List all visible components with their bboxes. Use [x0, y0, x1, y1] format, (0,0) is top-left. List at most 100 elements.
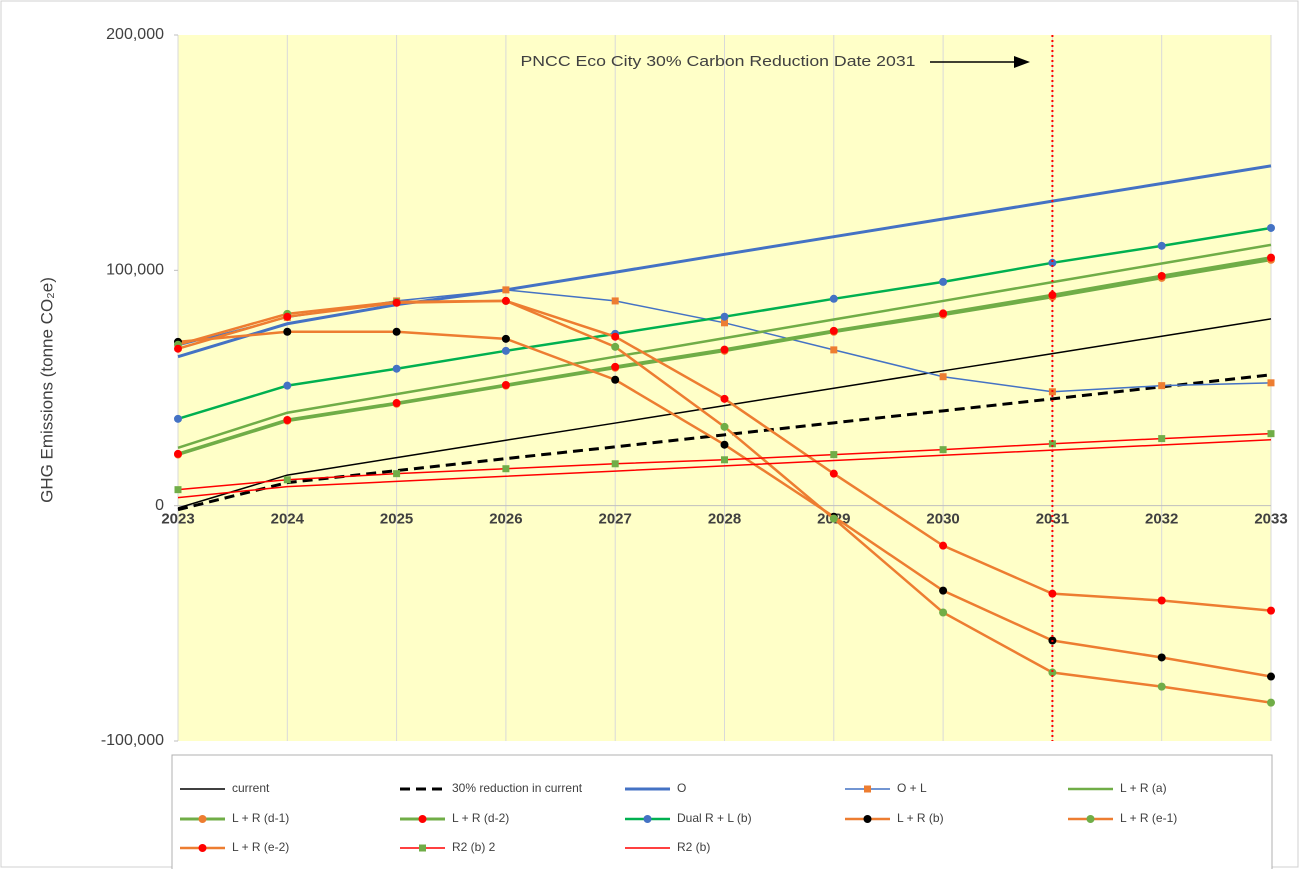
y-axis-title: GHG Emissions (tonne CO₂e) [37, 277, 56, 503]
marker [501, 334, 510, 343]
legend-label: O [677, 781, 686, 795]
marker [720, 345, 729, 354]
marker [611, 332, 620, 341]
x-tick-label: 2024 [271, 511, 305, 528]
legend-label: L + R (d-1) [232, 811, 289, 825]
marker [1157, 271, 1166, 280]
marker [1157, 596, 1166, 605]
legend-marker [643, 815, 652, 823]
legend-box [171, 754, 1273, 869]
marker [939, 541, 948, 550]
marker [939, 277, 948, 286]
marker [501, 296, 510, 305]
marker [829, 294, 838, 303]
marker [393, 470, 401, 478]
marker [392, 298, 401, 307]
marker [720, 312, 729, 321]
marker [720, 394, 729, 403]
marker [283, 312, 292, 321]
marker [829, 326, 838, 335]
marker [392, 327, 401, 336]
legend-marker [198, 844, 207, 852]
marker [1158, 382, 1166, 390]
marker [502, 286, 510, 294]
annotation-arrowhead [1014, 56, 1030, 68]
annotation-text: PNCC Eco City 30% Carbon Reduction Date … [521, 53, 916, 70]
marker [939, 608, 948, 617]
y-tick-label: 100,000 [106, 262, 164, 279]
x-tick-label: 2032 [1145, 511, 1178, 528]
legend-label: O + L [897, 781, 927, 795]
series-line [177, 373, 1272, 512]
marker [1267, 223, 1275, 232]
x-tick-label: 2031 [1036, 511, 1069, 528]
marker [392, 399, 401, 408]
marker [829, 469, 838, 478]
series-line [177, 439, 1272, 499]
marker [1267, 672, 1275, 681]
marker [1267, 698, 1275, 707]
marker [392, 364, 401, 373]
marker [611, 342, 620, 351]
legend-marker [198, 815, 207, 823]
legend-label: current [232, 781, 270, 795]
marker [1048, 589, 1057, 598]
marker [720, 440, 729, 449]
marker [939, 309, 948, 318]
legend-label: L + R (d-2) [452, 811, 509, 825]
marker [283, 476, 291, 484]
series-line [177, 318, 1272, 509]
marker [1048, 258, 1057, 267]
y-tick-label: 0 [155, 497, 164, 514]
marker [1267, 379, 1275, 387]
grid: 2023202420252026202720282029203020312032… [101, 26, 1288, 749]
legend-label: L + R (b) [897, 811, 944, 825]
marker [283, 416, 292, 425]
marker [501, 380, 510, 389]
marker [1158, 435, 1166, 443]
x-tick-label: 2023 [161, 511, 194, 528]
marker [1157, 682, 1166, 691]
marker [174, 486, 182, 494]
marker [1267, 430, 1275, 438]
marker [502, 465, 510, 473]
marker [1157, 241, 1166, 250]
marker [939, 446, 947, 454]
x-tick-label: 2030 [926, 511, 959, 528]
series-layer [174, 164, 1275, 707]
marker [1157, 653, 1166, 662]
marker [611, 362, 620, 371]
marker [720, 422, 729, 431]
x-tick-label: 2026 [489, 511, 522, 528]
marker [611, 460, 619, 468]
x-tick-label: 2033 [1254, 511, 1287, 528]
marker [721, 456, 728, 464]
series-line [177, 164, 1272, 359]
marker [1267, 606, 1275, 615]
marker [721, 319, 728, 327]
marker [1048, 668, 1057, 677]
series-line [177, 243, 1272, 449]
marker [283, 381, 292, 390]
annotation-layer: PNCC Eco City 30% Carbon Reduction Date … [521, 35, 1054, 741]
legend-marker [864, 785, 871, 793]
marker [1048, 440, 1056, 448]
x-tick-label: 2028 [708, 511, 741, 528]
marker [830, 346, 838, 354]
legend: current 30% reduction in current O O + L L +… [180, 781, 1177, 854]
legend-label: R2 (b) 2 [452, 840, 496, 854]
y-tick-label: -100,000 [101, 732, 164, 749]
marker [1267, 253, 1275, 262]
marker [501, 346, 510, 355]
legend-marker [418, 815, 427, 823]
legend-label: L + R (e-1) [1120, 811, 1177, 825]
marker [283, 327, 292, 336]
marker [939, 373, 947, 381]
legend-marker [419, 844, 426, 852]
x-tick-label: 2025 [380, 511, 413, 528]
legend-label: Dual R + L (b) [677, 811, 752, 825]
x-tick-label: 2027 [599, 511, 632, 528]
legend-label: L + R (e-2) [232, 840, 289, 854]
marker [174, 414, 182, 423]
